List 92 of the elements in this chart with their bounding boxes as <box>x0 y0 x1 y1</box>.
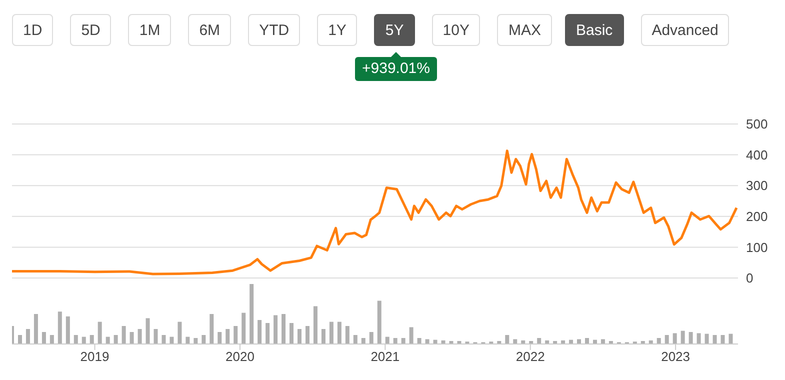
bar <box>226 329 230 344</box>
bar <box>26 329 30 344</box>
bar <box>50 335 54 344</box>
bar <box>537 338 542 344</box>
bar <box>680 330 685 344</box>
bar <box>34 314 38 344</box>
bar <box>385 336 390 344</box>
text: Advanced <box>640 14 730 46</box>
bar <box>146 318 150 344</box>
text: 6M <box>188 14 232 46</box>
bar <box>577 339 582 344</box>
bar <box>42 332 46 344</box>
bar <box>194 338 198 344</box>
bar <box>114 335 118 344</box>
bar <box>202 335 206 344</box>
bar <box>74 335 78 344</box>
bar <box>122 326 126 344</box>
bar <box>401 338 406 344</box>
bar <box>258 320 262 344</box>
text: 1M <box>128 14 172 46</box>
bar <box>600 339 605 344</box>
text: 1Y <box>317 14 358 46</box>
bar <box>242 312 246 344</box>
text: Basic <box>565 14 624 46</box>
text: +939.01% <box>355 57 437 81</box>
bar <box>321 329 326 344</box>
y-tick-label: 400 <box>746 147 768 162</box>
bar <box>505 335 510 344</box>
bar <box>353 335 358 344</box>
bar <box>282 314 286 344</box>
bar <box>425 339 430 344</box>
bar <box>513 339 518 344</box>
bar <box>409 327 414 344</box>
y-tick-label: 200 <box>746 209 768 224</box>
text: 5Y <box>374 14 415 46</box>
y-tick-label: 0 <box>746 270 754 286</box>
text: 1D <box>12 14 54 46</box>
y-tick-label: 500 <box>746 116 768 132</box>
bar <box>90 335 94 344</box>
bar <box>313 306 318 344</box>
y-tick-label: 300 <box>746 178 768 194</box>
bar <box>138 329 142 344</box>
bar <box>130 332 134 344</box>
bar <box>345 326 350 344</box>
x-tick-label: 2020 <box>226 349 254 364</box>
line-series <box>12 150 738 276</box>
bar <box>337 322 342 344</box>
bar <box>170 336 174 344</box>
bar <box>696 333 701 344</box>
bar <box>58 312 62 344</box>
bar <box>329 322 334 344</box>
bar <box>393 338 398 344</box>
bar <box>66 316 70 344</box>
bar <box>305 326 310 344</box>
bar <box>98 322 102 344</box>
bar <box>18 335 22 344</box>
bar <box>728 334 733 344</box>
text: 10Y <box>432 14 480 46</box>
bar <box>712 335 717 344</box>
bar <box>154 329 158 344</box>
bar <box>162 335 166 344</box>
bar <box>298 329 302 344</box>
bar <box>266 323 270 344</box>
bar <box>274 315 278 344</box>
bar <box>656 338 661 344</box>
bar <box>688 332 693 344</box>
bar <box>218 332 222 344</box>
bar <box>186 336 190 344</box>
x-tick-label: 2019 <box>80 349 110 364</box>
x-tick-label: 2022 <box>516 349 545 364</box>
bar <box>290 323 294 344</box>
bar <box>106 336 110 344</box>
bar <box>234 326 238 344</box>
bar <box>585 338 589 344</box>
x-tick-label: 2023 <box>661 349 690 364</box>
text: 5D <box>70 14 112 46</box>
bar <box>672 333 677 344</box>
bar <box>369 332 374 344</box>
x-tick-label: 2021 <box>370 349 400 364</box>
bar <box>664 335 669 344</box>
bar <box>720 335 725 344</box>
bar <box>377 300 382 344</box>
bar <box>82 336 86 344</box>
y-tick-label: 100 <box>746 240 768 255</box>
text: YTD <box>248 14 300 46</box>
text: MAX <box>497 14 552 46</box>
bar <box>178 322 182 344</box>
bar <box>361 338 366 344</box>
bar <box>704 334 709 344</box>
bar <box>417 338 422 344</box>
bar <box>250 284 254 344</box>
bar <box>210 314 214 344</box>
